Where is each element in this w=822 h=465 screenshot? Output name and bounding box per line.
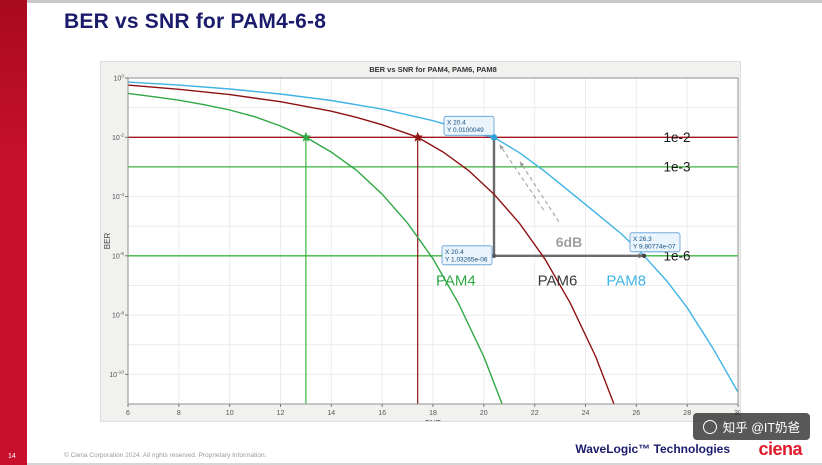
svg-text:X 20.4: X 20.4 [445,249,464,256]
watermark-text: 知乎 @IT奶爸 [722,421,800,435]
marker-star [300,131,312,142]
chart-title: BER vs SNR for PAM4, PAM6, PAM8 [369,65,497,74]
svg-text:Y 9.80774e-07: Y 9.80774e-07 [633,243,676,250]
ciena-logo: ciena [758,439,802,459]
marker-point [641,253,647,258]
marker-point [491,253,497,258]
x-axis-label: SNR [425,419,442,421]
pam8-curve [128,81,738,393]
x-tick-label: 12 [277,410,285,417]
page-title: BER vs SNR for PAM4-6-8 [64,10,327,33]
marker-point [490,134,498,141]
guide-arrow [499,144,545,211]
gap-annotation-label: 6dB [556,234,582,250]
series-label-pam8: PAM8 [606,273,646,290]
gap-annotation-arrowhead [638,253,644,259]
y-tick-label: 10-4 [112,192,124,201]
threshold-label-1e-3: 1e-3 [663,159,690,174]
x-tick-label: 16 [378,410,386,417]
wavelogic-brand: WaveLogic™ Technologies [575,442,730,456]
top-border-strip [0,0,822,3]
page-number: 14 [8,453,16,460]
x-tick-label: 20 [480,410,488,417]
x-tick-label: 28 [683,410,691,417]
y-tick-label: 10-6 [112,251,124,260]
y-tick-label: 10-2 [112,133,124,142]
watermark: 知乎 @IT奶爸 [692,413,810,440]
datatip: X 20.4Y 0.0100049 [443,115,495,136]
x-tick-label: 6 [126,410,130,417]
y-tick-label: 10-10 [109,370,124,379]
series-label-pam4: PAM4 [436,273,476,290]
guide-arrowhead [519,161,525,167]
footer-copyright: © Ciena Corporation 2024. All rights res… [64,452,267,459]
marker-star [412,131,423,142]
x-tick-label: 8 [177,410,181,417]
x-tick-label: 10 [226,410,234,417]
x-tick-label: 22 [531,410,539,417]
svg-text:X 26.3: X 26.3 [633,236,652,243]
y-tick-label: 100 [114,73,125,82]
x-tick-label: 24 [582,410,590,417]
bottom-border-strip [0,463,822,465]
x-tick-label: 18 [429,410,437,417]
x-tick-label: 26 [632,410,640,417]
guide-arrow [519,161,560,222]
threshold-label-1e-2: 1e-2 [663,130,690,145]
pam4-curve [128,92,503,404]
svg-text:X 20.4: X 20.4 [447,119,466,126]
x-tick-label: 14 [327,410,335,417]
ber-snr-figure: 6dB 1e-2 1e-3 1e-6 PAM4 PAM6 PAM8 X 20.4 Y 0.010… [100,61,741,422]
y-tick-label: 10-8 [112,310,124,319]
svg-text:Y 1.03265e-06: Y 1.03265e-06 [445,256,488,263]
series-label-pam6: PAM6 [538,273,578,290]
svg-text:Y 0.0100049: Y 0.0100049 [447,127,484,134]
datatip: X 20.4Y 1.03265e-06 [441,245,493,266]
guide-arrowhead [499,144,504,150]
brand-sidebar: 14 [0,0,27,465]
datatip: X 26.3Y 9.80774e-07 [629,232,681,253]
y-axis-label: BER [103,233,112,250]
zhihu-icon [702,419,717,434]
